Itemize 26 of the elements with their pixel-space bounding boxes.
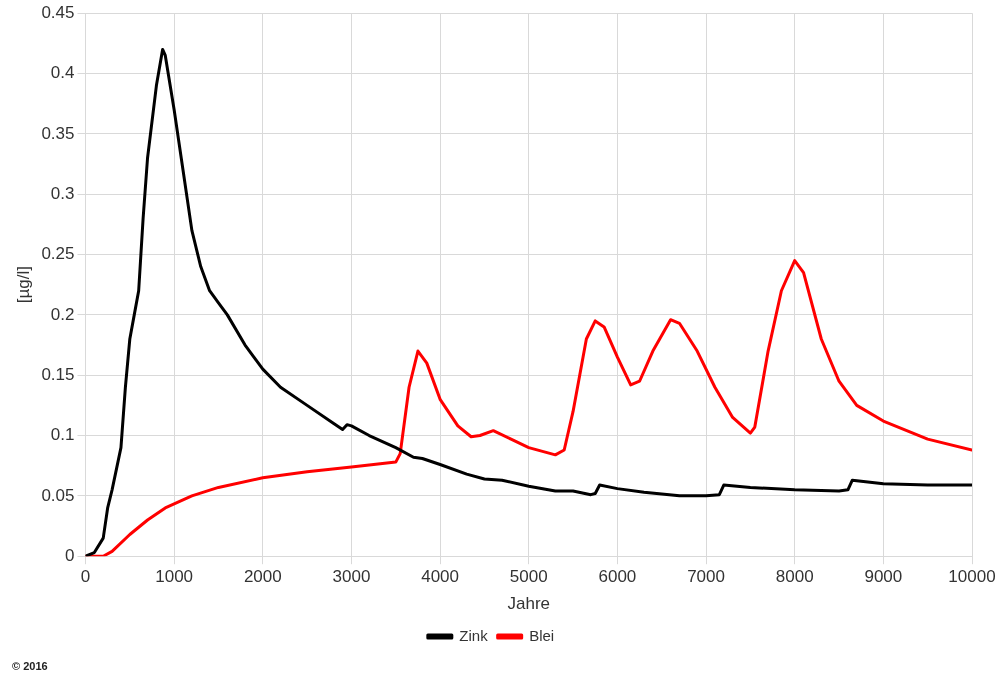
y-tick-label: 0.05 <box>41 485 75 505</box>
y-axis-title: [µg/l] <box>13 266 33 304</box>
x-tick-label: 4000 <box>421 567 460 587</box>
x-tick-label: 9000 <box>864 567 903 587</box>
x-tick-label: 10000 <box>948 567 996 587</box>
x-tick-label: 2000 <box>243 567 282 587</box>
legend-label: Zink <box>459 626 489 644</box>
legend-label: Blei <box>529 626 555 644</box>
y-tick-label: 0.1 <box>50 425 75 445</box>
x-tick-label: 7000 <box>687 567 725 587</box>
x-tick-label: 1000 <box>155 567 194 587</box>
x-tick-label: 5000 <box>509 567 548 587</box>
y-tick-label: 0.25 <box>41 244 75 264</box>
x-tick-label: 0 <box>80 567 91 587</box>
y-tick-label: 0.2 <box>50 304 75 324</box>
y-tick-label: 0 <box>65 545 75 565</box>
x-axis-title: Jahre <box>507 594 551 614</box>
x-tick-label: 6000 <box>598 567 637 587</box>
text: © 2016 <box>12 660 48 672</box>
y-tick-label: 0.3 <box>50 183 75 203</box>
x-tick-label: 8000 <box>775 567 814 587</box>
y-tick-label: 0.45 <box>41 2 75 22</box>
y-tick-label: 0.35 <box>41 123 75 143</box>
y-tick-label: 0.4 <box>50 63 75 83</box>
y-tick-label: 0.15 <box>41 364 75 384</box>
x-tick-label: 3000 <box>332 567 371 587</box>
